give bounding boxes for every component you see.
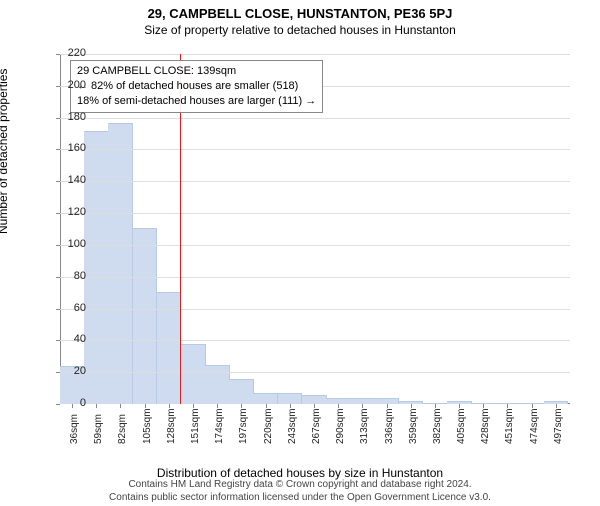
x-tick-mark bbox=[120, 404, 121, 408]
y-tick-label: 100 bbox=[46, 238, 86, 250]
y-tick-mark bbox=[56, 277, 60, 278]
x-tick-label: 243sqm bbox=[287, 408, 298, 444]
x-tick-mark bbox=[338, 404, 339, 408]
x-axis-label: Distribution of detached houses by size … bbox=[0, 466, 600, 480]
x-tick-label: 428sqm bbox=[480, 408, 491, 444]
x-tick-label: 497sqm bbox=[553, 408, 564, 444]
histogram-bar bbox=[181, 344, 206, 404]
y-tick-label: 80 bbox=[46, 270, 86, 282]
y-tick-label: 20 bbox=[46, 365, 86, 377]
x-tick-label: 474sqm bbox=[529, 408, 540, 444]
y-tick-label: 160 bbox=[46, 142, 86, 154]
x-tick-label: 267sqm bbox=[311, 408, 322, 444]
gridline bbox=[60, 245, 570, 246]
x-tick-mark bbox=[96, 404, 97, 408]
y-tick-label: 120 bbox=[46, 206, 86, 218]
x-tick-mark bbox=[435, 404, 436, 408]
histogram-bar bbox=[253, 393, 278, 404]
gridline bbox=[60, 309, 570, 310]
y-axis-label: Number of detached properties bbox=[0, 69, 10, 234]
gridline bbox=[60, 372, 570, 373]
histogram-bar bbox=[84, 131, 109, 404]
histogram-bar bbox=[302, 395, 327, 404]
gridline bbox=[60, 54, 570, 55]
x-tick-label: 59sqm bbox=[93, 414, 104, 444]
x-tick-label: 220sqm bbox=[263, 408, 274, 444]
x-tick-mark bbox=[145, 404, 146, 408]
y-tick-label: 180 bbox=[46, 111, 86, 123]
y-tick-mark bbox=[56, 372, 60, 373]
gridline bbox=[60, 213, 570, 214]
annotation-box: 29 CAMPBELL CLOSE: 139sqm ← 82% of detac… bbox=[70, 60, 323, 113]
x-tick-label: 128sqm bbox=[166, 408, 177, 444]
y-tick-label: 40 bbox=[46, 333, 86, 345]
x-tick-label: 359sqm bbox=[408, 408, 419, 444]
chart-title: Size of property relative to detached ho… bbox=[0, 23, 600, 37]
y-tick-mark bbox=[56, 340, 60, 341]
histogram-bar bbox=[278, 393, 303, 404]
x-tick-label: 105sqm bbox=[142, 408, 153, 444]
y-tick-mark bbox=[56, 213, 60, 214]
y-tick-mark bbox=[56, 181, 60, 182]
x-tick-label: 382sqm bbox=[432, 408, 443, 444]
x-tick-label: 82sqm bbox=[117, 414, 128, 444]
y-tick-label: 0 bbox=[46, 397, 86, 409]
annotation-line-1: 29 CAMPBELL CLOSE: 139sqm bbox=[77, 64, 316, 79]
gridline bbox=[60, 149, 570, 150]
y-tick-mark bbox=[56, 309, 60, 310]
y-tick-label: 60 bbox=[46, 302, 86, 314]
x-tick-mark bbox=[290, 404, 291, 408]
x-tick-mark bbox=[362, 404, 363, 408]
histogram-bar bbox=[133, 228, 158, 404]
y-tick-mark bbox=[56, 149, 60, 150]
x-tick-mark bbox=[217, 404, 218, 408]
histogram-bar bbox=[108, 123, 133, 404]
y-tick-mark bbox=[56, 54, 60, 55]
y-tick-mark bbox=[56, 245, 60, 246]
y-tick-label: 140 bbox=[46, 174, 86, 186]
x-tick-mark bbox=[507, 404, 508, 408]
gridline bbox=[60, 277, 570, 278]
histogram-bar bbox=[229, 379, 254, 404]
gridline bbox=[60, 340, 570, 341]
x-tick-mark bbox=[193, 404, 194, 408]
x-tick-label: 151sqm bbox=[190, 408, 201, 444]
x-tick-label: 336sqm bbox=[384, 408, 395, 444]
x-tick-label: 451sqm bbox=[504, 408, 515, 444]
x-tick-mark bbox=[169, 404, 170, 408]
y-tick-label: 200 bbox=[46, 79, 86, 91]
x-tick-mark bbox=[411, 404, 412, 408]
x-tick-label: 197sqm bbox=[238, 408, 249, 444]
footer-line-1: Contains HM Land Registry data © Crown c… bbox=[0, 479, 600, 492]
x-tick-mark bbox=[532, 404, 533, 408]
y-tick-mark bbox=[56, 86, 60, 87]
x-tick-mark bbox=[459, 404, 460, 408]
annotation-line-3: 18% of semi-detached houses are larger (… bbox=[77, 94, 316, 109]
footer-attribution: Contains HM Land Registry data © Crown c… bbox=[0, 479, 600, 504]
x-tick-label: 36sqm bbox=[69, 414, 80, 444]
y-tick-mark bbox=[56, 404, 60, 405]
x-tick-mark bbox=[241, 404, 242, 408]
x-tick-label: 174sqm bbox=[214, 408, 225, 444]
x-tick-mark bbox=[266, 404, 267, 408]
gridline bbox=[60, 181, 570, 182]
x-tick-mark bbox=[314, 404, 315, 408]
gridline bbox=[60, 118, 570, 119]
footer-line-2: Contains public sector information licen… bbox=[0, 492, 600, 505]
histogram-plot: 29 CAMPBELL CLOSE: 139sqm ← 82% of detac… bbox=[60, 54, 570, 404]
x-tick-mark bbox=[556, 404, 557, 408]
x-tick-mark bbox=[387, 404, 388, 408]
page-title-address: 29, CAMPBELL CLOSE, HUNSTANTON, PE36 5PJ bbox=[0, 6, 600, 21]
y-tick-label: 220 bbox=[46, 47, 86, 59]
x-tick-label: 405sqm bbox=[456, 408, 467, 444]
x-tick-label: 313sqm bbox=[359, 408, 370, 444]
y-tick-mark bbox=[56, 118, 60, 119]
x-tick-label: 290sqm bbox=[335, 408, 346, 444]
x-tick-mark bbox=[483, 404, 484, 408]
histogram-bar bbox=[205, 365, 230, 404]
x-tick-mark bbox=[72, 404, 73, 408]
annotation-line-2: ← 82% of detached houses are smaller (51… bbox=[77, 79, 316, 94]
